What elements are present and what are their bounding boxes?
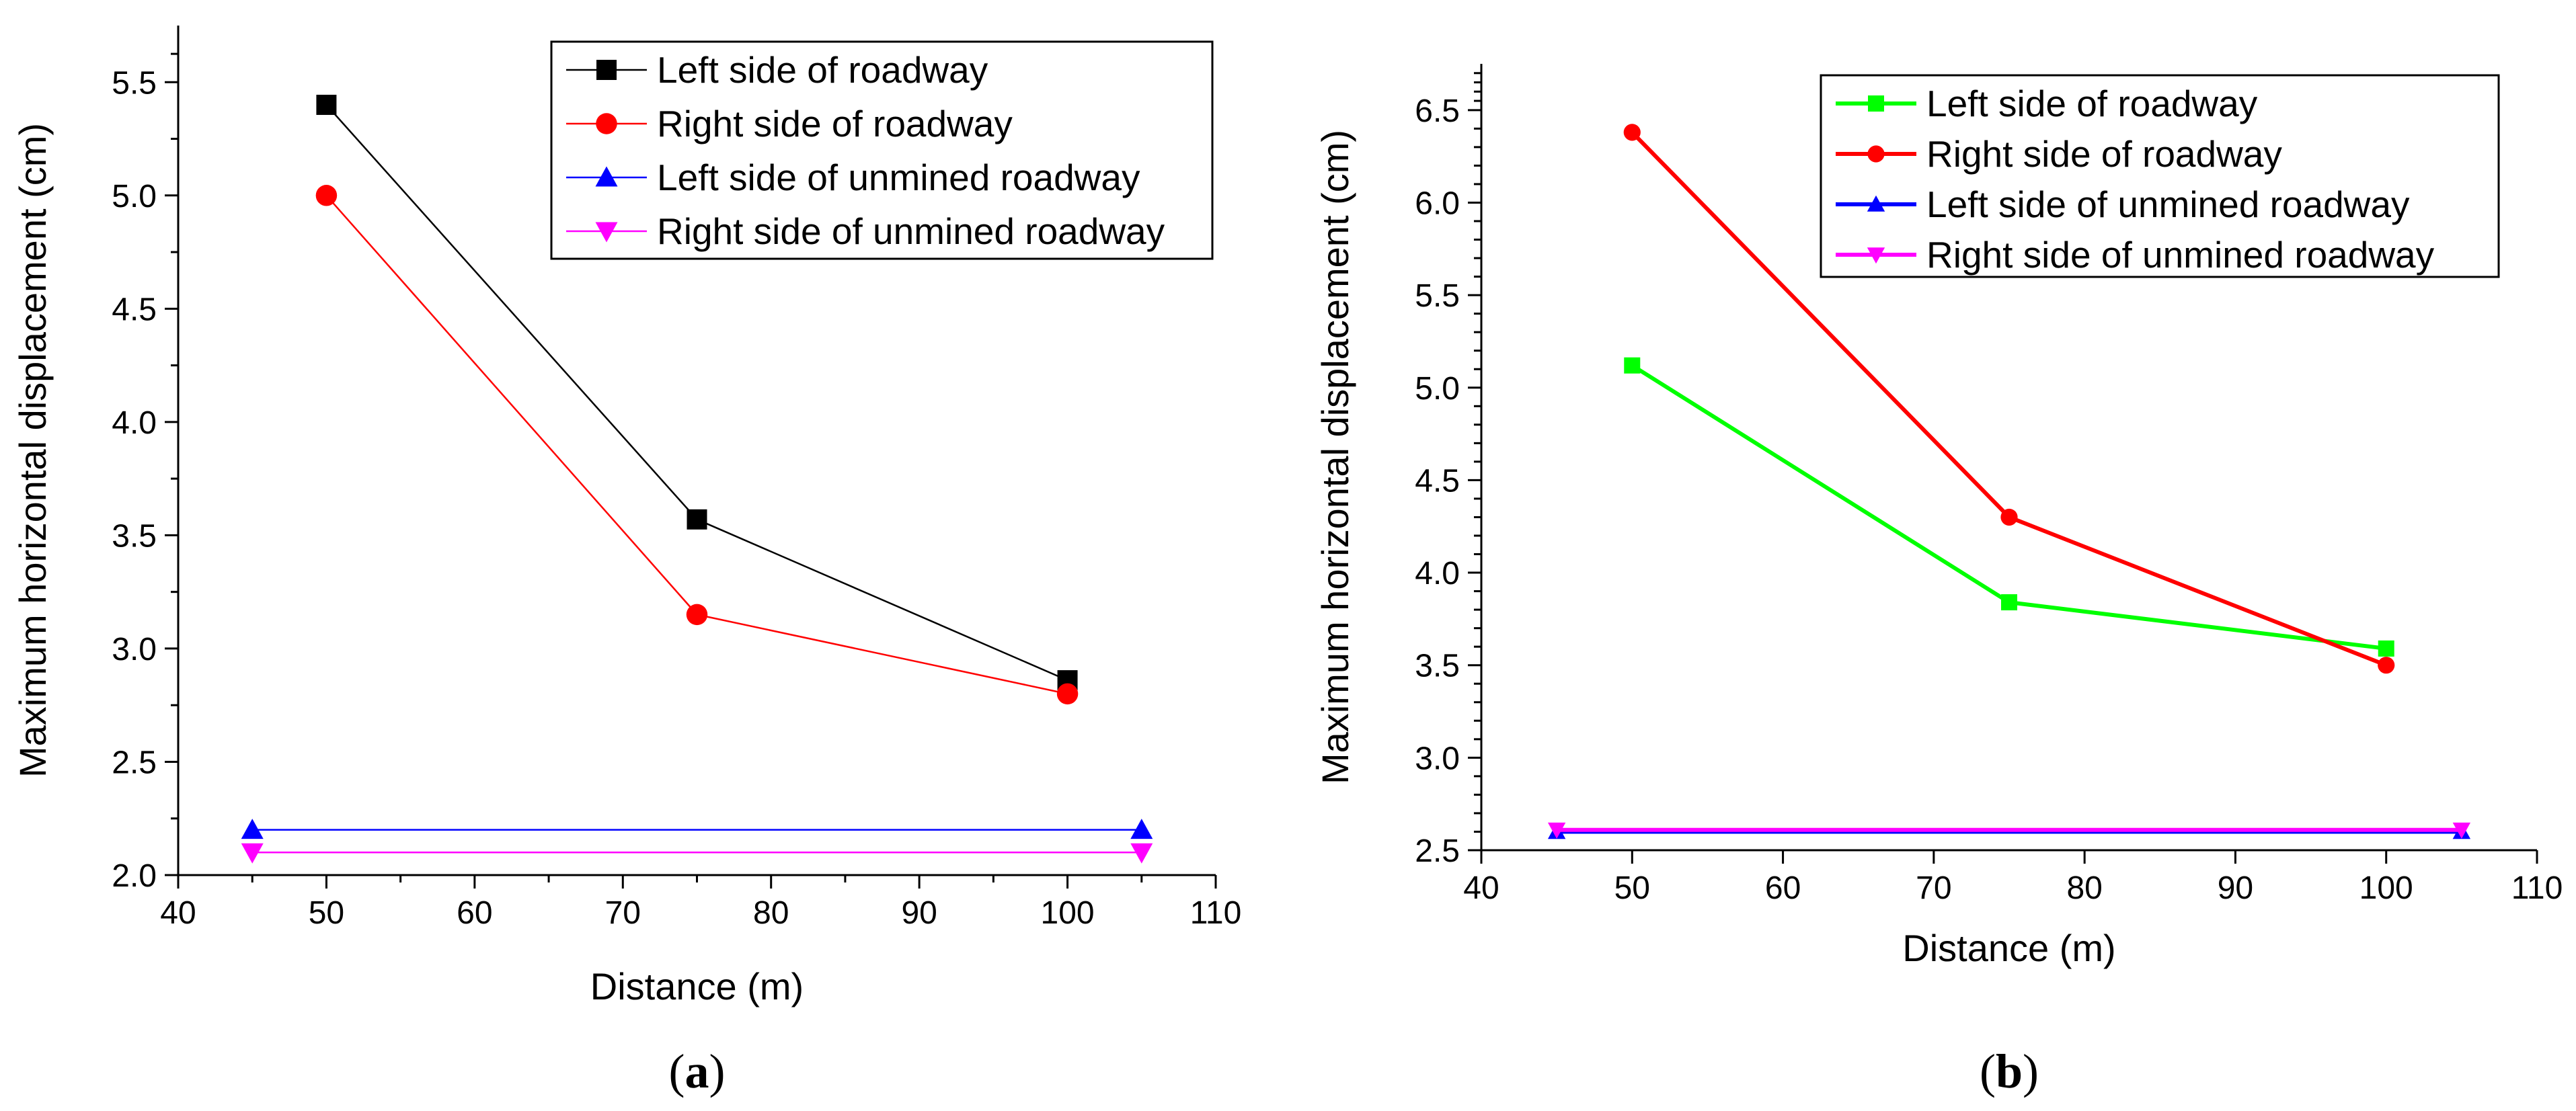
x-tick-label: 40	[160, 895, 196, 931]
panel-label: (a)	[669, 1044, 726, 1098]
y-tick-label: 4.5	[112, 292, 157, 327]
x-tick-label: 80	[753, 895, 789, 931]
y-tick-label: 2.5	[1415, 833, 1460, 869]
y-tick-label: 5.5	[112, 65, 157, 101]
x-tick-label: 50	[309, 895, 344, 931]
legend-box	[1820, 74, 2500, 278]
legend-marker	[596, 113, 617, 134]
panel-label: (b)	[1980, 1044, 2039, 1098]
series-3	[1547, 822, 2471, 839]
panel-label-close: )	[2023, 1044, 2039, 1098]
y-tick-label: 3.0	[112, 632, 157, 667]
panel-label-letter: a	[685, 1044, 709, 1098]
series-1	[1623, 124, 2395, 674]
data-point	[315, 185, 338, 206]
data-point	[241, 843, 264, 864]
legend-label: Left side of roadway	[1926, 83, 2258, 124]
data-point	[2000, 508, 2018, 526]
y-tick-label: 4.0	[1415, 556, 1460, 591]
x-axis-title: Distance (m)	[1902, 927, 2115, 969]
data-point	[1547, 822, 1566, 839]
x-tick-label: 40	[1463, 870, 1499, 906]
panel-label-open: (	[1980, 1044, 1996, 1098]
legend-label: Right side of unmined roadway	[657, 210, 1165, 252]
x-tick-label: 70	[605, 895, 641, 931]
legend: Left side of roadway Right side of roadwa…	[1820, 74, 2500, 278]
legend-box	[550, 40, 1214, 260]
x-tick-label: 80	[2066, 870, 2102, 906]
data-point	[1130, 843, 1153, 864]
y-tick-label: 5.0	[112, 179, 157, 214]
y-tick-label: 2.5	[112, 745, 157, 780]
y-tick-label: 4.0	[112, 405, 157, 441]
y-tick-label: 5.5	[1415, 278, 1460, 314]
y-tick-label: 6.0	[1415, 186, 1460, 221]
legend-marker	[595, 166, 618, 187]
data-point	[241, 819, 264, 839]
y-tick-label: 5.0	[1415, 371, 1460, 407]
y-tick-label: 3.0	[1415, 741, 1460, 776]
legend-marker	[1867, 247, 1885, 264]
data-point	[1623, 124, 1641, 141]
legend-label: Left side of unmined roadway	[657, 157, 1140, 198]
series-1	[315, 185, 1079, 705]
data-point	[2378, 640, 2394, 657]
y-tick-label: 6.5	[1415, 93, 1460, 129]
x-tick-label: 110	[1190, 895, 1242, 931]
x-tick-label: 60	[1765, 870, 1801, 906]
x-tick-label: 70	[1916, 870, 1951, 906]
data-point	[1130, 819, 1153, 839]
legend-label: Right side of unmined roadway	[1926, 234, 2435, 276]
legend-label: Right side of roadway	[657, 103, 1013, 145]
chart-panel-b: 40 50 60 70 80 90 100 110 2.5 3.0 3.5 4.0 4.5 5.0 5.5 6…	[1314, 64, 2563, 1098]
chart-panel-a: 40 50 60 70 80 90 100 110 2.0 2.5 3.0 3.5 4.0 4.5 5.0 5…	[11, 26, 1241, 1098]
x-tick-label: 100	[2359, 870, 2413, 906]
y-tick-label: 3.5	[112, 518, 157, 554]
panel-label-open: (	[669, 1044, 685, 1098]
panel-label-close: )	[709, 1044, 726, 1098]
y-tick-label: 3.5	[1415, 649, 1460, 684]
legend-label: Right side of roadway	[1926, 133, 2282, 175]
legend-marker	[1868, 95, 1884, 112]
legend-marker	[1867, 195, 1885, 212]
data-point	[1624, 357, 1641, 374]
x-tick-label: 90	[2218, 870, 2253, 906]
data-point	[316, 94, 337, 115]
legend-label: Left side of unmined roadway	[1926, 183, 2410, 225]
data-point	[2452, 822, 2471, 839]
x-tick-label: 110	[2511, 870, 2563, 906]
y-axis-title: Maximum horizontal displacement (cm)	[1314, 130, 1356, 784]
series-0	[1624, 357, 2394, 657]
legend: Left side of roadway Right side of roadwa…	[550, 40, 1214, 260]
legend-label: Left side of roadway	[657, 49, 988, 91]
data-point	[2001, 594, 2017, 611]
y-tick-label: 2.0	[112, 858, 157, 894]
legend-marker	[1867, 145, 1885, 163]
data-point	[687, 509, 707, 530]
x-tick-label: 90	[901, 895, 937, 931]
data-point	[2378, 657, 2395, 674]
data-point	[1056, 683, 1079, 705]
x-tick-label: 100	[1041, 895, 1095, 931]
y-tick-label: 4.5	[1415, 463, 1460, 499]
series-2	[241, 819, 1153, 839]
x-tick-label: 50	[1614, 870, 1650, 906]
panel-label-letter: b	[1996, 1044, 2023, 1098]
y-axis-title: Maximum horizontal displacement (cm)	[11, 123, 54, 778]
legend-marker	[596, 60, 617, 80]
x-tick-label: 60	[457, 895, 492, 931]
x-axis-title: Distance (m)	[590, 965, 804, 1007]
series-3	[241, 843, 1153, 864]
legend-marker	[595, 222, 618, 243]
data-point	[686, 604, 708, 626]
